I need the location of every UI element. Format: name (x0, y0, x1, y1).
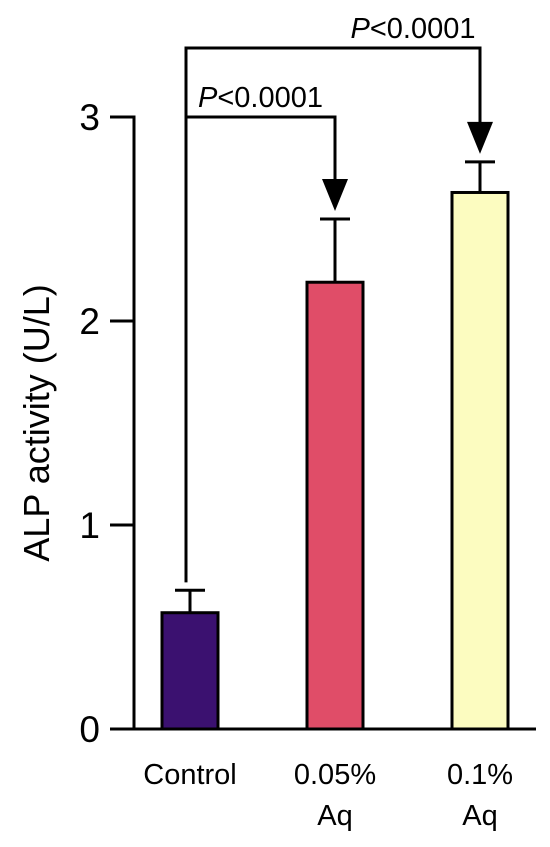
bar (450, 190, 510, 731)
y-tick-label: 0 (79, 709, 100, 750)
y-tick-label: 3 (79, 97, 100, 138)
bar (305, 280, 365, 731)
x-tick-label: Aq (317, 800, 352, 832)
x-tick-label: 0.1% (447, 759, 513, 791)
x-tick-label: 0.05% (294, 759, 376, 791)
significance-bracket (184, 46, 482, 583)
significance-arrow (322, 179, 348, 211)
p-value: <0.0001 (217, 82, 323, 114)
significance-arrow (467, 121, 493, 154)
p-symbol: P (198, 82, 218, 114)
y-axis-label: ALP activity (U/L) (16, 284, 57, 561)
p-symbol: P (351, 13, 371, 45)
x-tick-label: Aq (462, 800, 497, 832)
y-tick-label: 2 (79, 301, 100, 342)
p-value-label: P<0.0001 (198, 82, 323, 114)
x-tick-label: Control (143, 759, 237, 791)
y-tick-label: 1 (79, 505, 100, 546)
p-value-label: P<0.0001 (351, 13, 476, 45)
p-value: <0.0001 (370, 13, 476, 45)
bar (160, 611, 220, 731)
